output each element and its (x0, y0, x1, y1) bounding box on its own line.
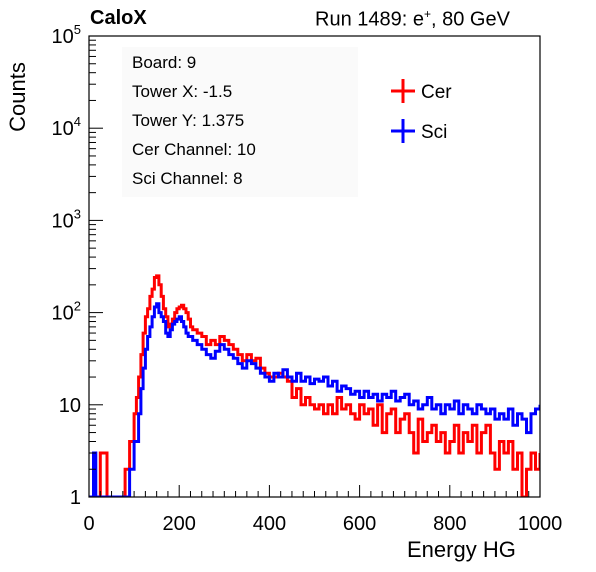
info-cer-channel: Cer Channel: 10 (132, 140, 256, 159)
y-tick-label: 105 (52, 22, 81, 48)
y-tick-label: 104 (52, 114, 81, 140)
y-tick-label: 103 (52, 206, 81, 232)
x-tick-label: 200 (163, 513, 196, 535)
y-tick-base: 10 (52, 26, 74, 48)
x-tick-label: 800 (433, 513, 466, 535)
run-charge-sup: + (423, 7, 431, 21)
legend-label-sci: Sci (421, 122, 447, 143)
info-board: Board: 9 (132, 53, 197, 72)
y-axis-label: Counts (5, 62, 30, 132)
y-tick-exponent: 3 (74, 206, 81, 221)
y-tick-label: 10 (59, 395, 81, 417)
experiment-title: CaloX (90, 7, 147, 29)
x-tick-label: 400 (253, 513, 286, 535)
series-cer-line (89, 274, 540, 497)
x-axis-ticks: 0 200 400 600 800 1000 (83, 485, 562, 535)
series-layer (89, 274, 540, 497)
info-tower-x: Tower X: -1.5 (132, 82, 233, 101)
run-text: Run 1489: e (315, 8, 424, 31)
legend: Cer Sci (391, 79, 452, 143)
y-tick-base: 10 (52, 118, 74, 140)
x-tick-label: 1000 (518, 513, 563, 535)
y-tick-exponent: 4 (74, 114, 81, 129)
info-box: Board: 9 Tower X: -1.5 Tower Y: 1.375 Ce… (122, 47, 358, 197)
y-tick-exponent: 5 (74, 22, 81, 37)
y-tick-label: 102 (52, 299, 81, 325)
info-sci-channel: Sci Channel: 8 (132, 169, 243, 188)
run-title: Run 1489: e+, 80 GeV (315, 7, 510, 32)
run-energy: , 80 GeV (431, 8, 510, 31)
y-tick-base: 10 (52, 303, 74, 325)
info-tower-y: Tower Y: 1.375 (132, 111, 245, 130)
x-axis-label: Energy HG (407, 537, 516, 562)
x-tick-label: 0 (83, 513, 94, 535)
x-tick-label: 600 (343, 513, 376, 535)
series-sci-line (89, 302, 540, 497)
y-tick-label: 1 (70, 487, 81, 509)
y-tick-base: 10 (52, 210, 74, 232)
y-tick-exponent: 2 (74, 299, 81, 314)
legend-label-cer: Cer (421, 82, 452, 103)
